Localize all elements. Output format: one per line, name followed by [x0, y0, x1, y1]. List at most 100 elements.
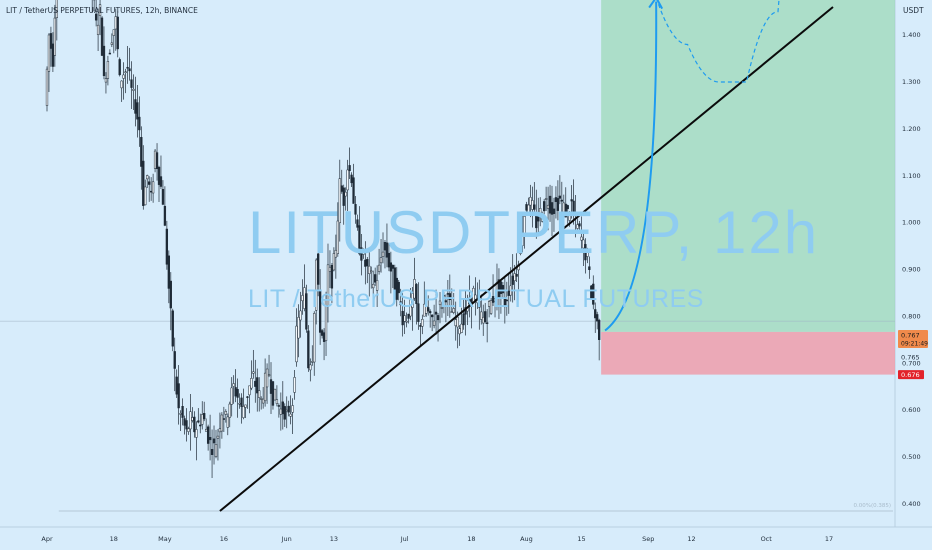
candle-body — [159, 176, 163, 187]
y-tick-label: 0.900 — [902, 266, 921, 274]
candle-body — [187, 428, 190, 432]
candle-body — [305, 293, 308, 330]
candle-body — [411, 293, 414, 308]
candle-body — [574, 212, 577, 215]
candle-body — [415, 284, 418, 305]
candle-body — [594, 309, 597, 319]
y-tick-label: 1.000 — [902, 219, 921, 227]
candle-body — [320, 330, 324, 336]
candle-body — [513, 273, 516, 281]
candle-body — [279, 408, 282, 415]
candle-body — [269, 379, 273, 394]
candle-body — [206, 426, 210, 444]
candle-body — [205, 428, 208, 432]
candle-body — [210, 449, 214, 455]
candle-body — [568, 213, 571, 221]
candle-body — [344, 191, 347, 197]
candle-body — [576, 224, 579, 229]
candle-body — [399, 301, 402, 306]
candle-body — [442, 294, 446, 297]
candle-body — [173, 351, 176, 369]
candle-body — [193, 416, 196, 433]
symbol-title[interactable]: LIT / TetherUS PERPETUAL FUTURES, 12h, B… — [6, 6, 198, 15]
candle-body — [560, 199, 563, 202]
candle-body — [163, 205, 167, 226]
candle-body — [146, 175, 149, 180]
candle-body — [214, 444, 218, 457]
x-tick-label: Apr — [41, 535, 53, 543]
candle-body — [354, 204, 357, 215]
candle-body — [244, 404, 247, 408]
candle-body — [124, 71, 127, 73]
candle-body — [98, 4, 102, 16]
candle-body — [458, 328, 461, 335]
candle-body — [326, 264, 330, 306]
candle-body — [216, 435, 220, 439]
y-tick-label: 0.700 — [902, 359, 921, 367]
candle-body — [368, 265, 371, 275]
candle-body — [140, 137, 143, 167]
y-tick-label: 1.200 — [902, 125, 921, 133]
y-tick-label: 0.600 — [902, 406, 921, 414]
candle-body — [338, 178, 341, 224]
stop-price-badge: 0.676 — [901, 371, 920, 379]
candle-body — [592, 283, 595, 305]
projection-arrowhead — [648, 0, 664, 10]
candle-body — [256, 377, 259, 394]
candle-body — [49, 33, 53, 49]
candle-body — [104, 78, 108, 83]
watermark-description: LIT / TetherUS PERPETUAL FUTURES — [248, 285, 704, 313]
candle-body — [588, 266, 591, 270]
candle-body — [381, 251, 385, 257]
candle-body — [307, 330, 310, 369]
candle-body — [462, 313, 465, 326]
candle-body — [350, 174, 353, 184]
candle-body — [537, 213, 540, 222]
candle-body — [436, 315, 440, 321]
candle-body — [183, 418, 186, 426]
candle-body — [222, 418, 225, 420]
x-tick-label: May — [158, 535, 172, 543]
candle-body — [328, 266, 332, 272]
countdown-badge: 09:21:49 — [901, 340, 928, 347]
candle-body — [407, 313, 410, 319]
stop-price-badge-bg — [898, 370, 924, 380]
candle-body — [47, 34, 51, 72]
candle-body — [144, 186, 147, 206]
candle-body — [254, 380, 257, 387]
candle-body — [161, 189, 165, 205]
candle-body — [379, 257, 383, 264]
stop-zone — [601, 331, 895, 375]
candle-body — [45, 68, 49, 106]
candle-body — [122, 74, 125, 79]
candle-body — [218, 428, 222, 433]
candle-body — [377, 264, 381, 272]
candle-body — [116, 16, 119, 50]
candle-body — [289, 413, 292, 417]
candle-body — [281, 401, 284, 415]
candle-body — [250, 378, 253, 389]
candle-body — [283, 406, 286, 420]
projection-arrow — [604, 1, 658, 332]
candle-body — [148, 181, 151, 185]
y-tick-label: 1.100 — [902, 172, 921, 180]
candle-body — [208, 437, 212, 441]
candle-body — [482, 317, 485, 324]
candle-body — [346, 169, 349, 191]
candle-body — [212, 438, 216, 444]
candle-body — [165, 228, 169, 265]
x-tick-label: 17 — [825, 535, 833, 543]
candle-body — [258, 390, 261, 398]
candle-body — [224, 411, 227, 415]
candle-body — [375, 280, 379, 291]
candle-body — [128, 68, 131, 72]
candle-body — [102, 45, 106, 77]
candle-body — [260, 398, 263, 400]
candle-body — [108, 52, 112, 55]
candle-body — [132, 88, 135, 91]
candle-body — [550, 202, 554, 215]
candle-body — [478, 301, 481, 308]
candle-body — [234, 387, 237, 397]
